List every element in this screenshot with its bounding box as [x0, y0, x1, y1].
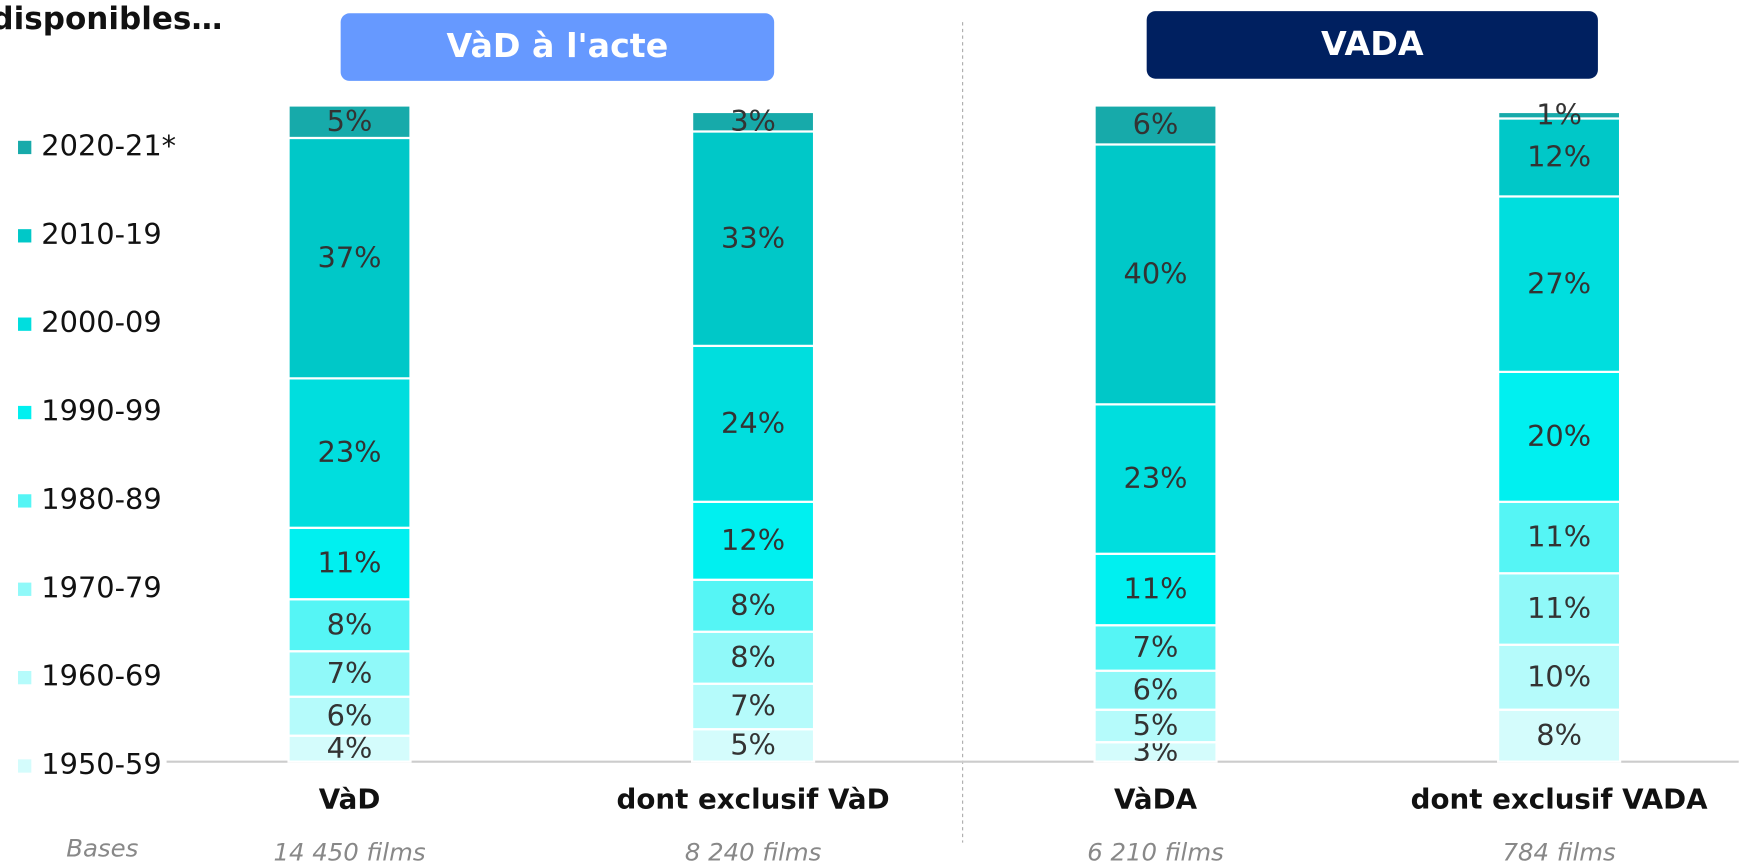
bar-segment — [287, 526, 412, 601]
data-label: 8% — [1536, 718, 1582, 752]
legend-swatch — [18, 229, 32, 243]
bar-segment — [1497, 572, 1622, 646]
legend-label: 1980-89 — [41, 482, 161, 516]
data-label: 12% — [721, 523, 785, 557]
group-header — [340, 13, 775, 81]
bar-segment — [1497, 195, 1622, 373]
bar-segment — [1497, 370, 1622, 503]
data-label: 6% — [1133, 672, 1179, 706]
group-header — [1146, 11, 1598, 79]
legend-label: 2010-19 — [41, 217, 161, 251]
bar-segment — [1093, 708, 1218, 744]
x-tick-label: dont exclusif VàD — [617, 782, 890, 815]
bar-segment — [691, 344, 816, 503]
data-label: 37% — [317, 240, 381, 274]
data-label: 27% — [1527, 266, 1591, 300]
legend-swatch — [18, 140, 32, 155]
data-label: 6% — [327, 698, 373, 732]
bar-segment — [691, 130, 816, 347]
data-label: 1% — [1536, 97, 1582, 131]
legend-swatch — [18, 670, 32, 685]
bar-segment — [1093, 403, 1218, 555]
legend-label: 1970-79 — [41, 570, 161, 604]
x-tick-label: dont exclusif VADA — [1411, 782, 1708, 815]
bar-segment — [287, 136, 412, 380]
legend-label: 2020-21* — [41, 128, 176, 162]
data-label: 3% — [730, 104, 776, 138]
data-label: 11% — [1527, 591, 1591, 625]
data-label: 8% — [327, 607, 373, 641]
data-label: 12% — [1527, 140, 1591, 174]
data-label: 24% — [721, 406, 785, 440]
bar-segment — [1093, 669, 1218, 711]
data-label: 23% — [317, 435, 381, 469]
bar-segment — [287, 650, 412, 698]
legend-label: 1950-59 — [41, 747, 161, 781]
bar-segment — [1497, 643, 1622, 711]
legend-swatch — [18, 405, 32, 420]
data-label: 8% — [730, 640, 776, 674]
data-label: 6% — [1133, 107, 1179, 141]
base-label: 784 films — [1502, 838, 1616, 867]
group-header-label: VADA — [1321, 24, 1424, 63]
data-label: 10% — [1527, 659, 1591, 693]
bar-segment — [691, 110, 816, 133]
base-label: 14 450 films — [274, 838, 426, 867]
legend-label: 1990-99 — [41, 394, 161, 428]
bar-segment — [1497, 500, 1622, 575]
bar-segment — [1497, 110, 1622, 120]
bar-segment — [287, 104, 412, 140]
legend-swatch — [18, 759, 32, 773]
data-label: 7% — [1133, 630, 1179, 664]
bar-segment — [691, 630, 816, 685]
chart-title: disponibles… — [0, 1, 222, 37]
group-header-label: VàD à l'acte — [447, 26, 669, 65]
legend-swatch — [18, 317, 32, 331]
x-tick-label: VàD — [319, 782, 381, 815]
data-label: 5% — [730, 728, 776, 762]
data-label: 7% — [730, 689, 776, 723]
bar-segment — [1093, 104, 1218, 146]
data-label: 40% — [1124, 257, 1188, 291]
legend-swatch — [18, 494, 32, 508]
data-label: 7% — [327, 656, 373, 690]
data-label: 23% — [1124, 461, 1188, 495]
data-label: 5% — [1133, 708, 1179, 742]
bar-segment — [287, 695, 412, 737]
legend-label: 1960-69 — [41, 659, 161, 693]
bar-segment — [1497, 117, 1622, 198]
data-label: 8% — [730, 588, 776, 622]
data-label: 20% — [1527, 419, 1591, 453]
legend-swatch — [18, 582, 32, 596]
bar-segment — [287, 734, 412, 763]
x-tick-label: VàDA — [1114, 782, 1198, 815]
data-label: 11% — [1124, 572, 1188, 606]
bar-segment — [691, 682, 816, 731]
data-label: 5% — [327, 104, 373, 138]
base-label: 8 240 films — [685, 838, 822, 867]
bar-segment — [287, 377, 412, 529]
data-label: 33% — [721, 221, 785, 255]
data-label: 11% — [317, 546, 381, 580]
bar-segment — [691, 578, 816, 633]
bases-title: Bases — [66, 833, 138, 862]
data-label: 11% — [1527, 520, 1591, 554]
legend-label: 2000-09 — [41, 305, 161, 339]
bar-segment — [1093, 624, 1218, 672]
bar-segment — [1497, 708, 1622, 763]
base-label: 6 210 films — [1087, 838, 1224, 867]
bar-segment — [1093, 143, 1218, 406]
